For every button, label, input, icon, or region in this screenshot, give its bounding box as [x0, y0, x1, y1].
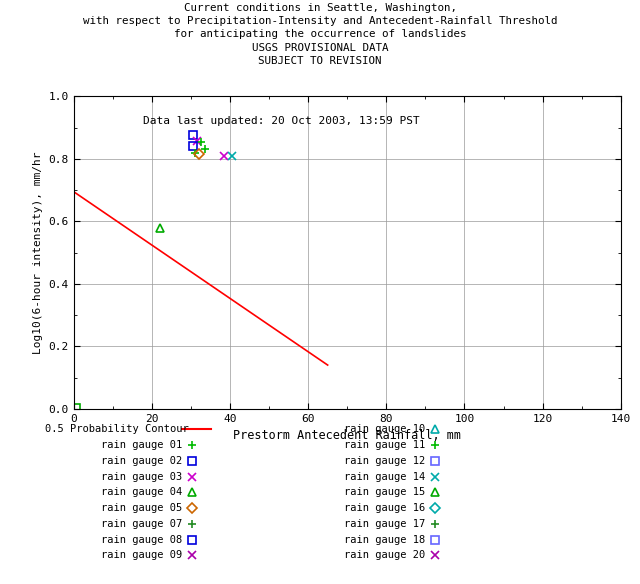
Text: rain gauge 12: rain gauge 12 — [344, 456, 426, 466]
Text: rain gauge 02: rain gauge 02 — [101, 456, 182, 466]
Text: rain gauge 18: rain gauge 18 — [344, 534, 426, 545]
Text: rain gauge 10: rain gauge 10 — [344, 424, 426, 434]
Text: rain gauge 05: rain gauge 05 — [101, 503, 182, 513]
Text: 0.5 Probability Contour: 0.5 Probability Contour — [45, 424, 189, 434]
Text: rain gauge 20: rain gauge 20 — [344, 550, 426, 561]
Text: rain gauge 01: rain gauge 01 — [101, 440, 182, 450]
Text: rain gauge 03: rain gauge 03 — [101, 471, 182, 482]
Text: rain gauge 17: rain gauge 17 — [344, 519, 426, 529]
Y-axis label: Log10(6-hour intensity), mm/hr: Log10(6-hour intensity), mm/hr — [33, 151, 43, 354]
Text: rain gauge 14: rain gauge 14 — [344, 471, 426, 482]
Text: rain gauge 04: rain gauge 04 — [101, 487, 182, 498]
Text: rain gauge 15: rain gauge 15 — [344, 487, 426, 498]
X-axis label: Prestorm Antecedent Rainfall, mm: Prestorm Antecedent Rainfall, mm — [233, 429, 461, 442]
Text: rain gauge 08: rain gauge 08 — [101, 534, 182, 545]
Text: rain gauge 09: rain gauge 09 — [101, 550, 182, 561]
Text: Current conditions in Seattle, Washington,
with respect to Precipitation-Intensi: Current conditions in Seattle, Washingto… — [83, 3, 557, 66]
Text: rain gauge 11: rain gauge 11 — [344, 440, 426, 450]
Text: rain gauge 07: rain gauge 07 — [101, 519, 182, 529]
Text: Data last updated: 20 Oct 2003, 13:59 PST: Data last updated: 20 Oct 2003, 13:59 PS… — [143, 116, 420, 126]
Text: rain gauge 16: rain gauge 16 — [344, 503, 426, 513]
